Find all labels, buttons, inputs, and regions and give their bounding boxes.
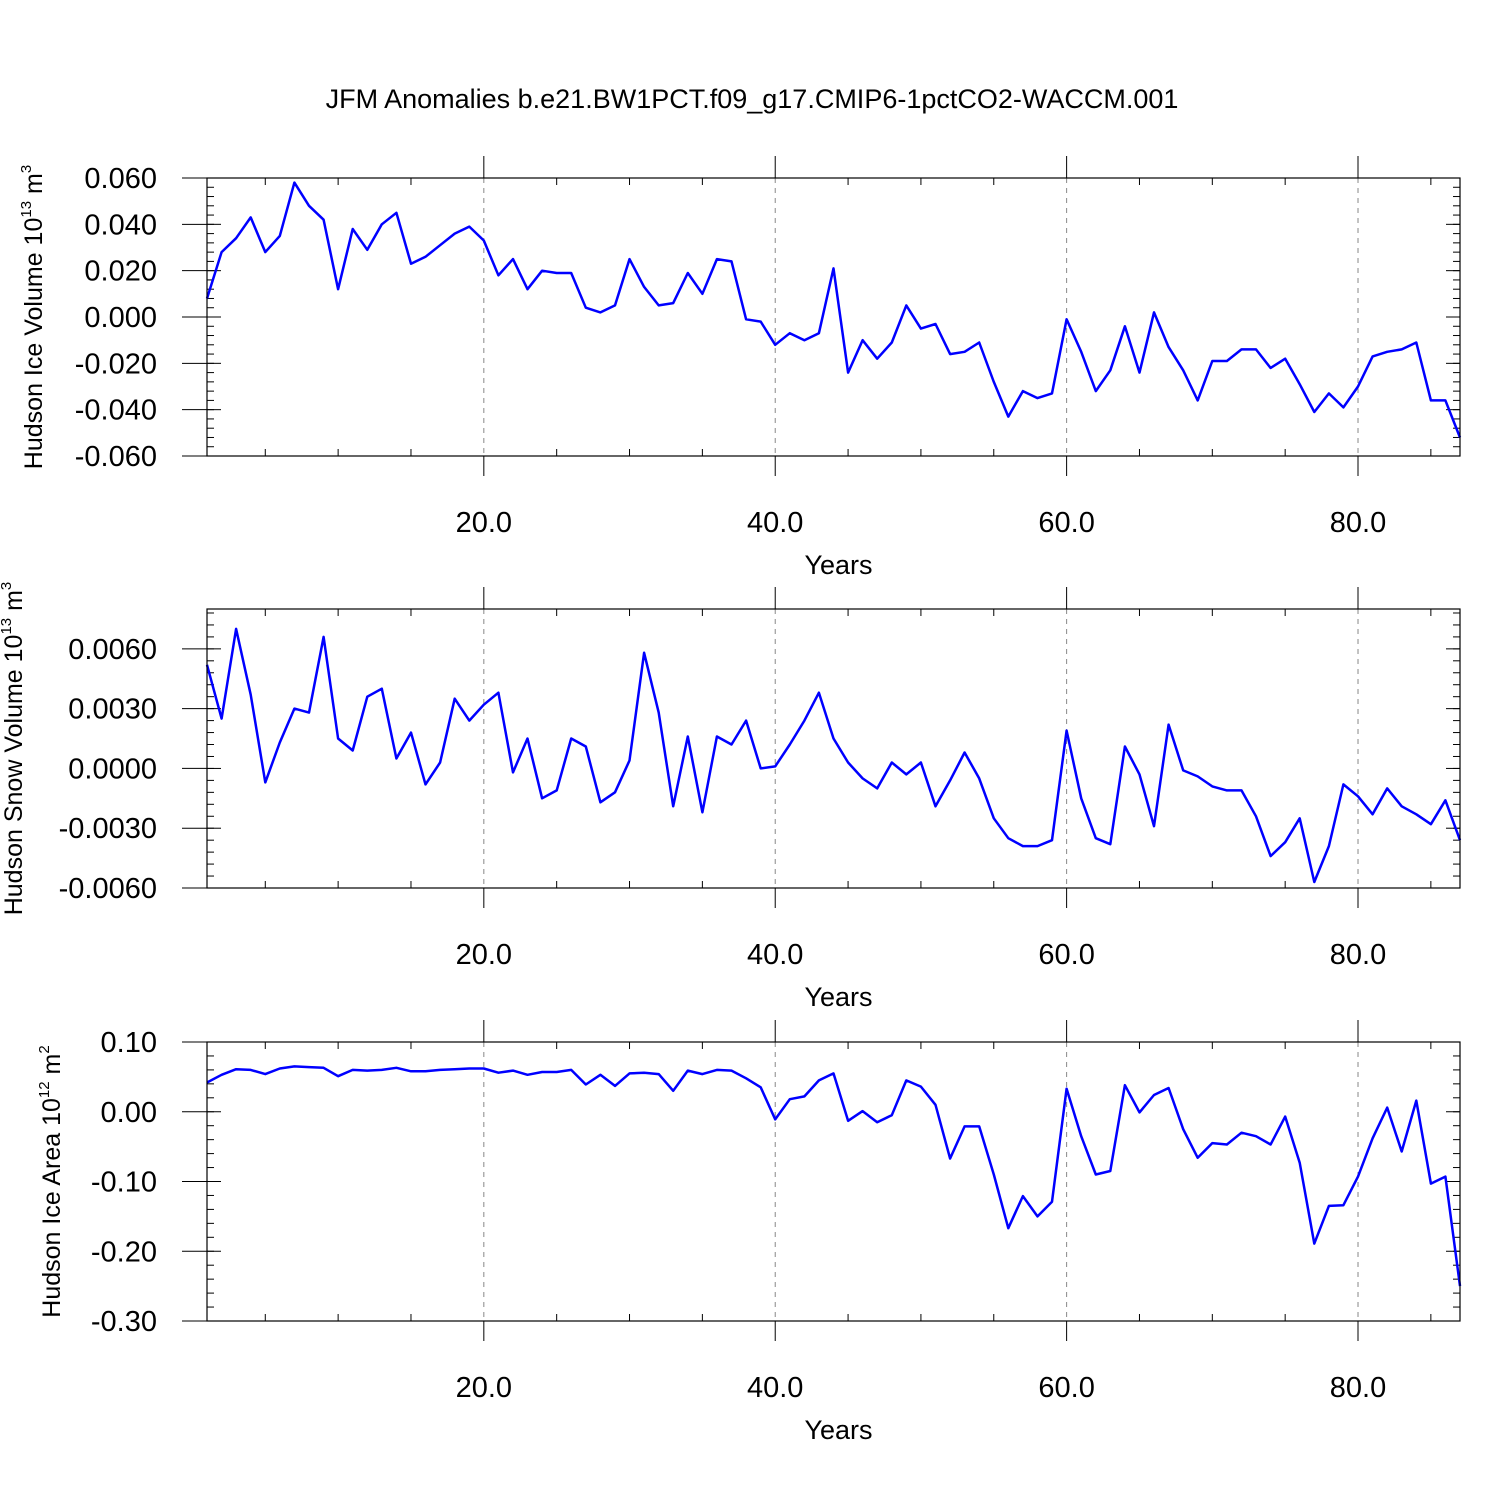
x-axis-label: Years	[804, 982, 872, 1012]
y-tick-label: -0.20	[91, 1236, 157, 1268]
y-tick-label: 0.000	[84, 302, 157, 334]
x-tick-label: 80.0	[1330, 507, 1386, 539]
y-tick-label: 0.040	[84, 209, 157, 241]
y-tick-label: -0.040	[75, 395, 157, 427]
y-tick-label: 0.020	[84, 256, 157, 288]
panel-ice-area: 20.0 40.0 60.0 80.0 -0.30 -0.20 -0.10 0.00 0.10 Y…	[36, 1020, 1462, 1445]
y-tick-label: -0.30	[91, 1306, 157, 1338]
y-tick-label: -0.0030	[59, 813, 157, 845]
panel-ice-volume: 20.0 40.0 60.0 80.0 -0.060 -0.040 -0.020 0.000 0…	[18, 156, 1462, 580]
x-tick-label: 80.0	[1330, 1372, 1386, 1404]
y-tick-label: 0.0030	[68, 694, 157, 726]
plot-frame	[206, 1041, 1461, 1322]
y-tick-label: -0.060	[75, 441, 157, 473]
y-tick-label: -0.020	[75, 348, 157, 380]
series-line	[205, 627, 1462, 884]
y-tick-label: 0.10	[101, 1027, 157, 1059]
y-tick-label: 0.060	[84, 163, 157, 195]
y-tick-label: 0.0060	[68, 634, 157, 666]
plot-frame	[206, 177, 1461, 457]
y-tick-label: -0.0060	[59, 873, 157, 905]
series-line	[206, 1065, 1462, 1287]
x-tick-label: 80.0	[1330, 939, 1386, 971]
x-axis-label: Years	[804, 1415, 872, 1445]
panel-snow-volume: 20.0 40.0 60.0 80.0 -0.0060 -0.0030 0.0000 0.00…	[0, 582, 1462, 1012]
x-tick-label: 60.0	[1038, 939, 1094, 971]
x-tick-label: 20.0	[456, 1372, 512, 1404]
y-tick-label: -0.10	[91, 1167, 157, 1199]
x-tick-label: 40.0	[747, 1372, 803, 1404]
y-tick-label: 0.0000	[68, 753, 157, 785]
plot-frame	[206, 608, 1461, 889]
y-axis-label: Hudson Ice Volume 1013 m3	[18, 165, 48, 469]
chart-panels: 20.0 40.0 60.0 80.0-0.060-0.040-0.0200.0000…	[0, 156, 1462, 1445]
figure-title: JFM Anomalies b.e21.BW1PCT.f09_g17.CMIP6…	[326, 84, 1179, 114]
x-tick-label: 40.0	[747, 939, 803, 971]
y-tick-label: 0.00	[101, 1097, 157, 1129]
x-tick-label: 20.0	[456, 939, 512, 971]
x-tick-label: 60.0	[1038, 507, 1094, 539]
series-line	[205, 181, 1462, 438]
x-axis-label: Years	[804, 550, 872, 580]
x-tick-label: 20.0	[456, 507, 512, 539]
x-tick-label: 40.0	[747, 507, 803, 539]
x-tick-label: 60.0	[1038, 1372, 1094, 1404]
y-axis-label: Hudson Snow Volume 1013 m3	[0, 582, 28, 916]
y-axis-label: Hudson Ice Area 1012 m2	[36, 1045, 66, 1317]
